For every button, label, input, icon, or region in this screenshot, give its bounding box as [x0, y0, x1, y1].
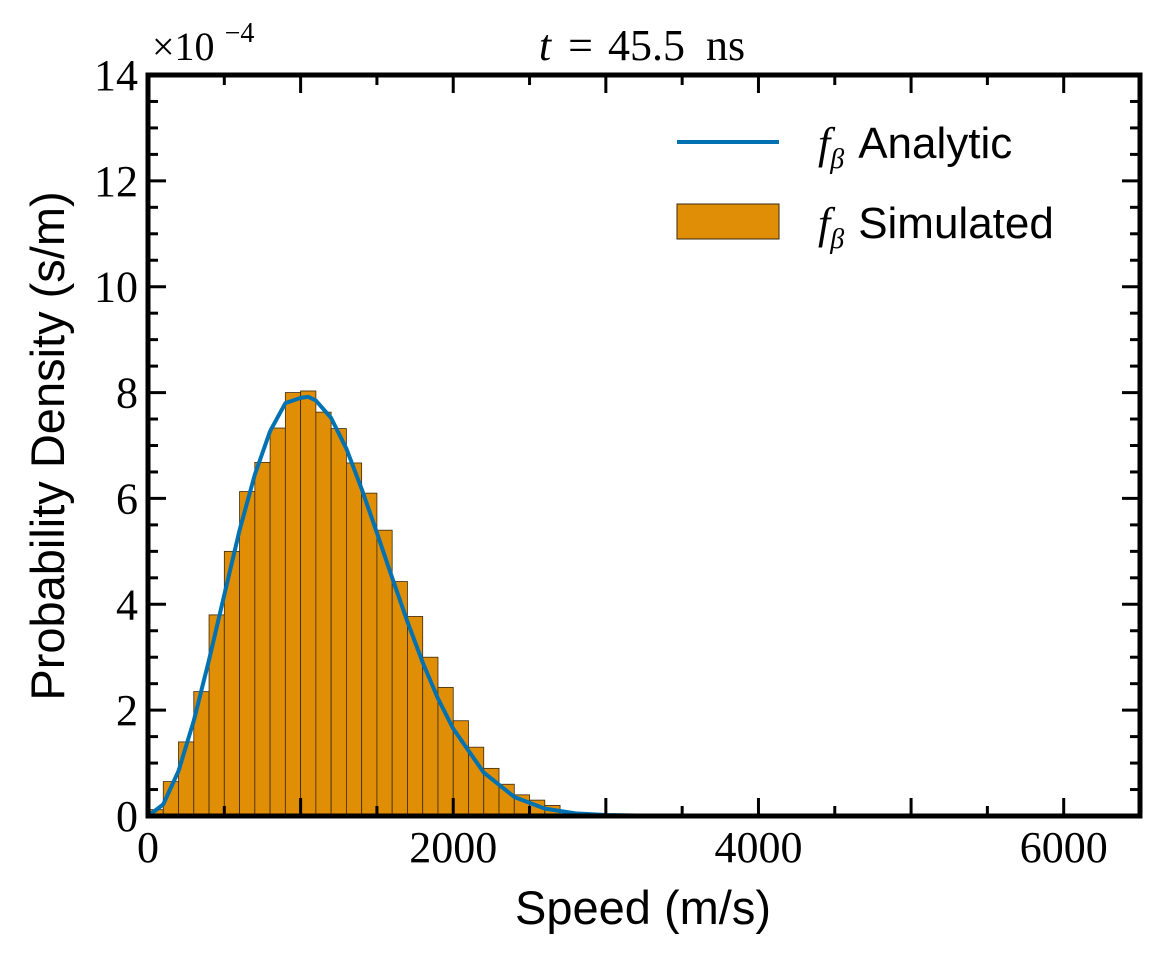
title-unit: ns [706, 21, 745, 70]
legend: fβ Analytic fβ Simulated [676, 119, 1054, 255]
legend-simulated-swatch [676, 203, 780, 240]
legend-analytic-text: Analytic [858, 119, 1012, 168]
y-tick-label-6: 12 [94, 157, 138, 206]
histogram-bar-21 [468, 746, 485, 817]
legend-simulated-subscript: β [829, 224, 844, 255]
tick-labels: 0 2000 4000 6000 0 2 4 6 8 10 12 14 [94, 51, 1108, 872]
y-offset-label: ×10 −4 [152, 18, 254, 69]
title-operator: = [568, 21, 593, 70]
histogram-bar-6 [239, 491, 256, 817]
x-axis-label: Speed (m/s) [515, 881, 771, 934]
y-tick-label-1: 2 [116, 686, 138, 735]
x-tick-label-3: 6000 [1020, 823, 1108, 872]
y-offset-exponent: −4 [225, 18, 255, 49]
y-tick-label-3: 6 [116, 474, 138, 523]
histogram-bar-9 [284, 392, 302, 817]
x-tick-label-0: 0 [137, 823, 159, 872]
legend-simulated-text: Simulated [858, 199, 1054, 248]
y-tick-label-7: 14 [94, 51, 138, 100]
y-tick-label-0: 0 [116, 792, 138, 841]
analytic-curve-layer [146, 394, 761, 818]
legend-simulated-label: fβ Simulated [818, 199, 1054, 255]
histogram-bar-12 [330, 428, 347, 817]
tick-marks [146, 73, 1142, 818]
chart-title: t = 45.5 ns [539, 21, 745, 70]
title-prefix: t [539, 21, 553, 70]
y-axis-label: Probability Density (s/m) [21, 191, 74, 700]
legend-analytic-label: fβ Analytic [818, 119, 1012, 175]
y-tick-label-4: 8 [116, 369, 138, 418]
histogram-bar-8 [269, 427, 286, 817]
y-tick-label-2: 4 [116, 580, 138, 629]
legend-analytic-subscript: β [829, 144, 844, 175]
histogram-bar-2 [178, 741, 195, 817]
histogram-bar-7 [254, 462, 271, 817]
x-tick-label-1: 2000 [409, 823, 497, 872]
histogram-bar-11 [315, 411, 332, 817]
title-value: 45.5 [608, 21, 685, 70]
histogram-bars [147, 390, 561, 817]
y-tick-label-5: 10 [94, 263, 138, 312]
histogram-bar-10 [300, 390, 317, 817]
x-tick-label-2: 4000 [714, 823, 802, 872]
analytic-curve [146, 394, 761, 818]
histogram-bar-14 [361, 492, 378, 817]
histogram-bar-13 [345, 462, 363, 817]
y-offset-base: ×10 [152, 24, 215, 69]
